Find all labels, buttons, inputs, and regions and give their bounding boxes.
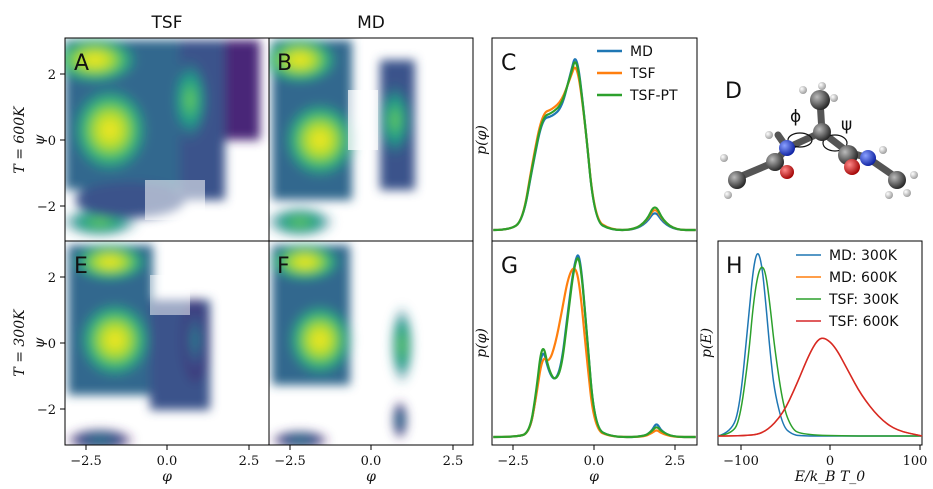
plot-h bbox=[717, 253, 923, 437]
xtick-e-m25: −2.5 bbox=[70, 454, 102, 469]
series-plotH-md-300k bbox=[717, 253, 922, 437]
ylabel-g: p(φ) bbox=[474, 328, 490, 358]
panel-letter-a: A bbox=[74, 51, 89, 76]
row-label-600k: T = 600K ψ bbox=[12, 105, 48, 174]
psi-label-top: ψ bbox=[32, 133, 48, 145]
molecule-diagram: D ϕ ψ bbox=[720, 79, 918, 199]
legend-c-md: MD bbox=[630, 44, 653, 60]
panel-letter-d: D bbox=[725, 79, 742, 104]
legend-h-tsf600: TSF: 600K bbox=[828, 314, 899, 330]
series-plotG-tsf bbox=[493, 267, 696, 439]
plot-g bbox=[493, 254, 696, 439]
ytick-a-2: 2 bbox=[48, 68, 56, 83]
heatmap-a bbox=[65, 38, 269, 241]
legend-h-md300: MD: 300K bbox=[829, 248, 898, 264]
g-x-ticks: −2.5 0.0 2.5 φ bbox=[497, 445, 685, 485]
legend-c: MD TSF TSF-PT bbox=[597, 44, 678, 104]
ylabel-h: p(E) bbox=[699, 328, 715, 358]
ytick-e-0: 0 bbox=[48, 337, 56, 352]
xtick-f-m25: −2.5 bbox=[274, 454, 306, 469]
xtick-e-25: 2.5 bbox=[239, 454, 260, 469]
legend-c-tsfpt: TSF-PT bbox=[629, 88, 678, 104]
psi-label-bottom: ψ bbox=[32, 336, 48, 348]
heatmap-f bbox=[269, 241, 473, 445]
xlabel-e: φ bbox=[162, 469, 172, 485]
panel-letter-f: F bbox=[277, 254, 290, 279]
panel-letter-c: C bbox=[501, 51, 516, 76]
series-plotH-tsf-300k bbox=[717, 266, 922, 437]
xtick-g-m25: −2.5 bbox=[497, 454, 529, 469]
frame-h bbox=[717, 240, 923, 446]
heatmap-b bbox=[269, 38, 473, 241]
panel-letter-g: G bbox=[501, 254, 518, 279]
xlabel-h: E/k_B T_0 bbox=[794, 469, 865, 485]
xtick-h-0: 0 bbox=[826, 454, 834, 469]
panel-letter-h: H bbox=[726, 254, 743, 279]
row-label-300k: T = 300K ψ bbox=[12, 308, 48, 377]
xtick-f-25: 2.5 bbox=[443, 454, 464, 469]
xtick-g-0: 0.0 bbox=[584, 454, 605, 469]
ytick-e-m2: −2 bbox=[37, 403, 56, 418]
series-plotG-tsf-pt bbox=[493, 257, 696, 439]
plot-c bbox=[493, 58, 696, 232]
heatmap-y-ticks: 2 0 −2 2 0 −2 bbox=[37, 68, 65, 418]
panel-letter-b: B bbox=[277, 51, 292, 76]
series-plotH-tsf-600k bbox=[717, 337, 923, 437]
legend-h: MD: 300K MD: 600K TSF: 300K TSF: 600K bbox=[796, 248, 899, 330]
molecule-phi: ϕ bbox=[790, 107, 801, 127]
ytick-e-2: 2 bbox=[48, 271, 56, 286]
panel-letter-e: E bbox=[74, 254, 88, 279]
heatmap-e bbox=[65, 241, 269, 445]
xlabel-g: φ bbox=[589, 469, 599, 485]
xtick-e-0: 0.0 bbox=[157, 454, 178, 469]
ytick-a-m2: −2 bbox=[37, 200, 56, 215]
xtick-g-25: 2.5 bbox=[665, 454, 686, 469]
col-title-tsf: TSF bbox=[151, 13, 183, 33]
molecule-psi: ψ bbox=[841, 115, 852, 135]
xtick-f-0: 0.0 bbox=[361, 454, 382, 469]
heatmap-x-ticks: −2.5 0.0 2.5 −2.5 0.0 2.5 φ φ bbox=[70, 445, 463, 485]
col-title-md: MD bbox=[357, 13, 385, 33]
xlabel-f: φ bbox=[366, 469, 376, 485]
legend-c-tsf: TSF bbox=[629, 66, 656, 82]
legend-h-md600: MD: 600K bbox=[829, 270, 898, 286]
row-label-300k-text: T = 300K bbox=[12, 308, 28, 377]
ylabel-c: p(φ) bbox=[474, 125, 490, 155]
xtick-h-100: 100 bbox=[903, 454, 928, 469]
series-plotC-tsf-pt bbox=[493, 61, 696, 232]
ytick-a-0: 0 bbox=[48, 134, 56, 149]
xtick-h-m100: −100 bbox=[723, 454, 759, 469]
h-x-ticks: −100 0 100 E/k_B T_0 bbox=[723, 445, 927, 485]
row-label-600k-text: T = 600K bbox=[12, 105, 28, 174]
legend-h-tsf300: TSF: 300K bbox=[828, 292, 899, 308]
